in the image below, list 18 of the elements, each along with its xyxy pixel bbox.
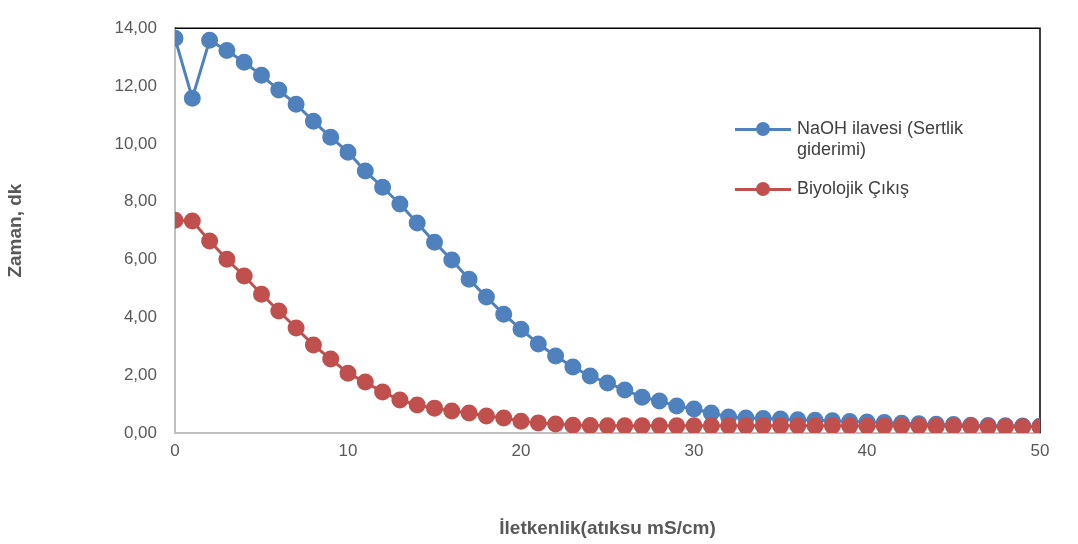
legend-label: NaOH ilavesi (Sertlik giderimi) [797, 118, 965, 160]
y-axis-title: Zaman, dk [3, 183, 25, 278]
y-tick-label: 4,00 [123, 307, 157, 327]
x-tick-label: 20 [511, 440, 531, 460]
y-tick-label: 14,00 [114, 17, 157, 37]
x-tick-label: 40 [857, 440, 877, 460]
legend-label: Biyolojik Çıkış [797, 178, 910, 199]
x-tick-label: 50 [1030, 440, 1050, 460]
x-tick-label: 10 [338, 440, 358, 460]
y-tick-label: 2,00 [123, 364, 157, 384]
y-tick-label: 12,00 [114, 75, 157, 95]
y-tick-label: 10,00 [114, 133, 157, 153]
y-tick-label: 8,00 [123, 191, 157, 211]
x-tick-label: 30 [684, 440, 704, 460]
x-axis-title: İletkenlik(atıksu mS/cm) [499, 516, 716, 538]
y-tick-label: 0,00 [123, 422, 157, 442]
x-tick-label: 0 [170, 440, 180, 460]
y-tick-label: 6,00 [123, 249, 157, 269]
